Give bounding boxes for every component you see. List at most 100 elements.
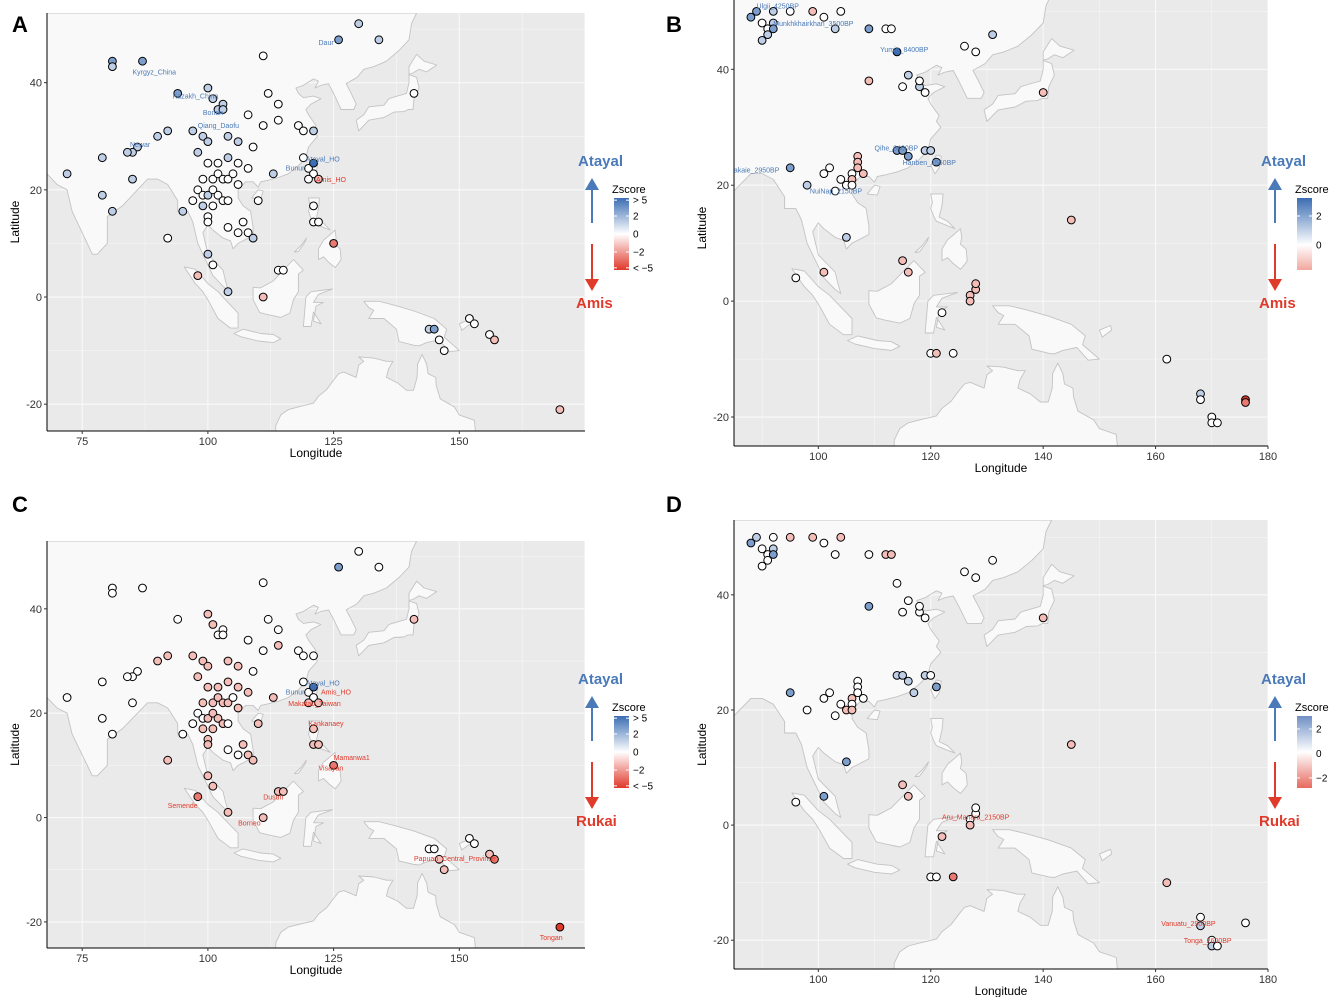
sample-point (138, 583, 147, 593)
bottom-population-label: Amis (1259, 295, 1296, 312)
sample-point (233, 180, 243, 189)
sample-point (304, 698, 313, 708)
sample-point (926, 671, 936, 680)
sample-point (213, 682, 223, 692)
sample-point (213, 190, 223, 200)
sample-point (830, 24, 840, 34)
up-arrow-head (1268, 696, 1282, 708)
sample-point (903, 267, 913, 277)
sample-point (329, 239, 339, 248)
point-label: Visayan (319, 766, 344, 773)
sample-point (203, 661, 213, 671)
sample-point (203, 714, 213, 723)
sample-point (757, 36, 767, 45)
sample-point (429, 844, 439, 854)
sample-point (847, 180, 857, 190)
down-arrow-head (1268, 797, 1282, 809)
sample-point (188, 126, 198, 136)
sample-point (299, 677, 308, 687)
land-polygon (293, 237, 307, 253)
sample-point (203, 740, 213, 749)
land-polygon (791, 268, 853, 336)
sample-point (133, 142, 142, 152)
sample-point (847, 705, 857, 715)
sample-point (309, 126, 318, 136)
sample-point (853, 163, 863, 173)
sample-point (791, 797, 801, 807)
sample-point (932, 682, 941, 692)
sample-point (1196, 921, 1205, 931)
x-tick-label: 160 (1146, 974, 1164, 986)
sample-point (354, 547, 364, 556)
sample-point (208, 201, 218, 211)
sample-point (309, 724, 318, 734)
sample-point (836, 6, 846, 16)
land-polygon (924, 816, 959, 858)
sample-point (153, 656, 163, 666)
panel-a: A 75 100 125 150 -20 0 20 40 Longitude Latitude Ky… (0, 0, 666, 480)
sample-point (213, 169, 223, 179)
sample-point (932, 872, 941, 882)
sample-point (791, 273, 801, 283)
sample-point (273, 99, 283, 109)
sample-point (1196, 912, 1205, 922)
sample-point (198, 724, 208, 734)
sample-point (409, 614, 419, 624)
land-polygon (983, 60, 1055, 122)
sample-point (238, 217, 248, 227)
land-polygon (734, 520, 1053, 819)
legend-tick-label: < −5 (633, 263, 653, 274)
sample-point (971, 47, 981, 57)
sample-point (802, 180, 812, 190)
sample-point (971, 279, 981, 289)
sample-point (268, 693, 278, 702)
sample-point (948, 348, 958, 358)
sample-point (802, 705, 812, 715)
point-label: Hanben_1550BP (903, 160, 957, 167)
sample-point (223, 174, 233, 184)
top-population-label: Atayal (578, 671, 623, 688)
sample-point (243, 635, 253, 645)
x-tick-label: 160 (1146, 451, 1164, 463)
land-polygon (992, 305, 1100, 361)
sample-point (193, 672, 203, 682)
panel-letter-a: A (12, 12, 28, 37)
sample-point (887, 550, 896, 559)
down-arrow-head (1268, 279, 1282, 291)
sample-point (903, 70, 913, 80)
sample-point (258, 292, 268, 302)
legend-tick-label: > 5 (633, 196, 648, 207)
sample-point (920, 613, 930, 623)
y-tick-label: 0 (723, 820, 729, 832)
sample-point (903, 596, 913, 605)
sample-point (198, 174, 208, 184)
land-polygon (47, 13, 418, 291)
legend-color-bar (1297, 716, 1312, 788)
sample-point (268, 169, 278, 179)
sample-point (138, 56, 147, 66)
sample-point (258, 51, 268, 61)
y-axis-title: Latitude (8, 723, 22, 766)
land-polygon (930, 718, 956, 754)
land-polygon (252, 259, 304, 318)
plot-tint (734, 520, 1268, 969)
land-polygon (868, 784, 926, 848)
sample-point (203, 682, 213, 692)
x-axis-title: Longitude (975, 461, 1028, 475)
sample-point (439, 865, 449, 875)
sample-point (314, 740, 323, 749)
data-points (746, 532, 1250, 951)
sample-point (123, 147, 132, 157)
sample-point (223, 196, 233, 206)
sample-point (273, 115, 283, 125)
sample-point (228, 169, 238, 179)
sample-point (434, 854, 444, 864)
land-polygon (293, 759, 307, 775)
x-tick-label: 140 (1034, 451, 1052, 463)
sample-point (193, 708, 203, 718)
x-tick-label: 100 (199, 953, 217, 965)
sample-point (233, 682, 243, 692)
land-polygon (408, 53, 438, 75)
y-tick-label: 20 (30, 708, 42, 720)
sample-point (62, 693, 72, 702)
